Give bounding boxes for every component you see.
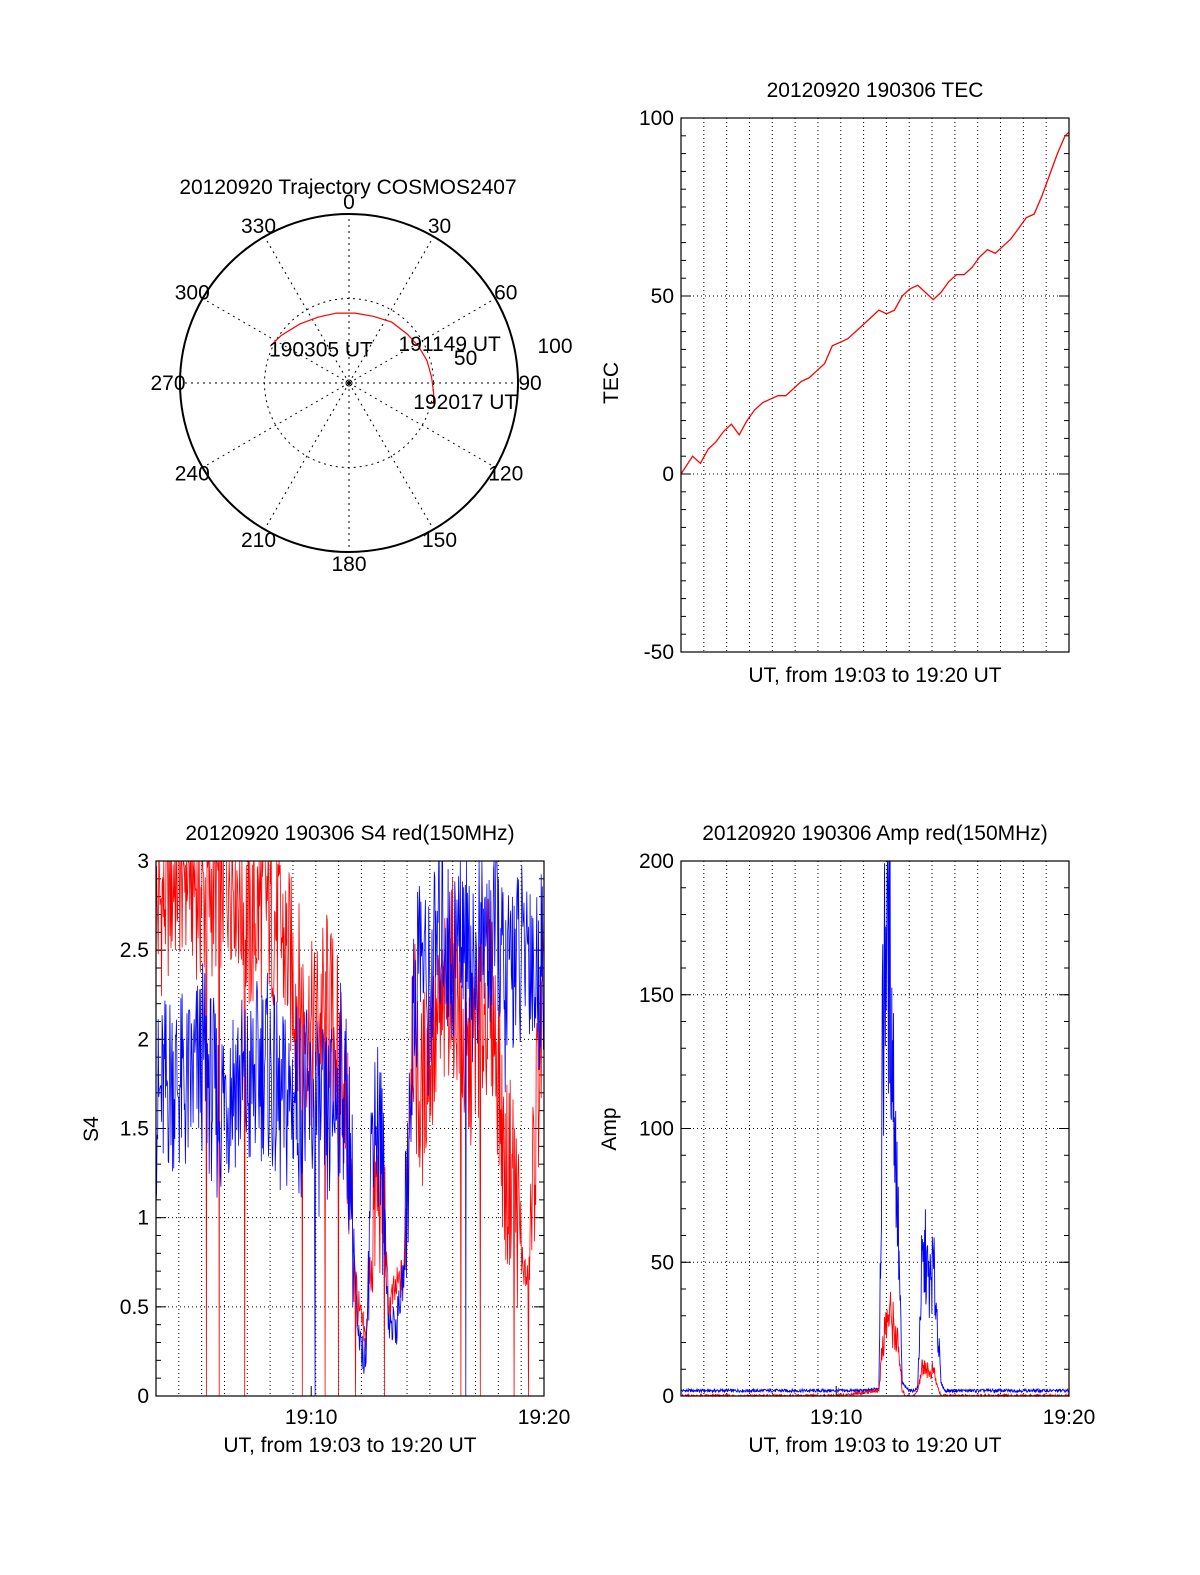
x-tick-label: 19:20	[518, 1406, 571, 1429]
polar-time-labels: 190305 UT 191149 UT 192017 UT	[269, 333, 517, 414]
amp-title: 20120920 190306 Amp red(150MHz)	[702, 822, 1048, 845]
polar-elevation-labels: 50 100	[454, 335, 573, 370]
polar-time-label: 191149 UT	[399, 333, 502, 356]
y-tick-label: 0	[137, 1385, 149, 1408]
y-tick-label: 50	[651, 285, 674, 308]
series-line-red	[680, 131, 1070, 475]
tec-chart: 20120920 190306 TEC UT, from 19:03 to 19…	[600, 79, 1070, 687]
y-tick-label: 1	[137, 1207, 149, 1230]
amp-xlabel: UT, from 19:03 to 19:20 UT	[748, 1434, 1001, 1457]
amp-chart: 20120920 190306 Amp red(150MHz) UT, from…	[598, 822, 1095, 1457]
polar-spoke	[348, 382, 496, 468]
polar-elevation-label: 100	[537, 335, 572, 358]
y-tick-label: 2	[137, 1028, 149, 1051]
polar-azimuth-label: 240	[175, 463, 210, 486]
polar-azimuth-label: 210	[241, 529, 276, 552]
s4-chart: 20120920 190306 S4 red(150MHz) UT, from …	[80, 822, 570, 1457]
polar-spoke	[264, 236, 350, 384]
polar-azimuth-label: 90	[518, 372, 541, 395]
plot-frame	[680, 117, 1070, 653]
polar-azimuth-label: 180	[331, 553, 366, 576]
polar-spoke	[202, 382, 350, 468]
x-tick-label: 19:20	[1043, 1406, 1096, 1429]
polar-azimuth-label: 120	[488, 463, 523, 486]
x-tick-label: 19:10	[810, 1406, 863, 1429]
plot-frame	[155, 860, 545, 1397]
y-tick-label: 0	[662, 1385, 674, 1408]
polar-azimuth-label: 330	[241, 215, 276, 238]
polar-grid	[179, 213, 519, 553]
y-tick-label: 2.5	[120, 939, 149, 962]
polar-title: 20120920 Trajectory COSMOS2407	[179, 176, 516, 199]
y-tick-label: 1.5	[120, 1118, 149, 1141]
x-tick-label: 19:10	[285, 1406, 338, 1429]
tec-ylabel: TEC	[600, 362, 623, 404]
y-tick-label: 100	[639, 107, 674, 130]
polar-spoke	[348, 298, 496, 384]
y-tick-label: 3	[137, 850, 149, 873]
series-line-blue	[155, 860, 545, 1397]
s4-title: 20120920 190306 S4 red(150MHz)	[185, 822, 514, 845]
polar-azimuth-label: 270	[150, 372, 185, 395]
y-tick-label: -50	[644, 641, 674, 664]
y-tick-label: 50	[651, 1251, 674, 1274]
polar-elevation-label: 50	[454, 347, 477, 370]
series-line-blue	[680, 860, 1070, 1394]
polar-trajectory-line	[269, 312, 435, 405]
polar-time-label: 192017 UT	[413, 391, 517, 414]
polar-azimuth-label: 150	[422, 529, 457, 552]
s4-xlabel: UT, from 19:03 to 19:20 UT	[223, 1434, 476, 1457]
y-tick-label: 200	[639, 850, 674, 873]
polar-azimuth-label: 30	[428, 215, 451, 238]
polar-azimuth-label: 300	[175, 282, 210, 305]
y-tick-label: 0	[662, 463, 674, 486]
y-tick-label: 100	[639, 1118, 674, 1141]
y-tick-label: 0.5	[120, 1296, 149, 1319]
polar-chart: 20120920 Trajectory COSMOS2407 0 30 60 90 12…	[150, 176, 572, 576]
polar-azimuth-label: 0	[343, 191, 355, 214]
polar-azimuth-labels: 0 30 60 90 120 150 180 210 240 270 300 330	[150, 191, 541, 576]
s4-ylabel: S4	[80, 1116, 103, 1142]
polar-center	[345, 379, 353, 387]
series-line-red	[681, 1291, 1070, 1398]
tec-title: 20120920 190306 TEC	[767, 79, 984, 102]
tec-xlabel: UT, from 19:03 to 19:20 UT	[748, 664, 1001, 687]
polar-spoke	[348, 236, 434, 384]
polar-spoke	[348, 382, 434, 530]
polar-azimuth-label: 60	[494, 282, 517, 305]
polar-spoke	[264, 382, 350, 530]
amp-ylabel: Amp	[598, 1107, 621, 1150]
polar-time-label: 190305 UT	[269, 338, 373, 361]
plot-frame	[680, 860, 1070, 1397]
y-tick-label: 150	[639, 984, 674, 1007]
